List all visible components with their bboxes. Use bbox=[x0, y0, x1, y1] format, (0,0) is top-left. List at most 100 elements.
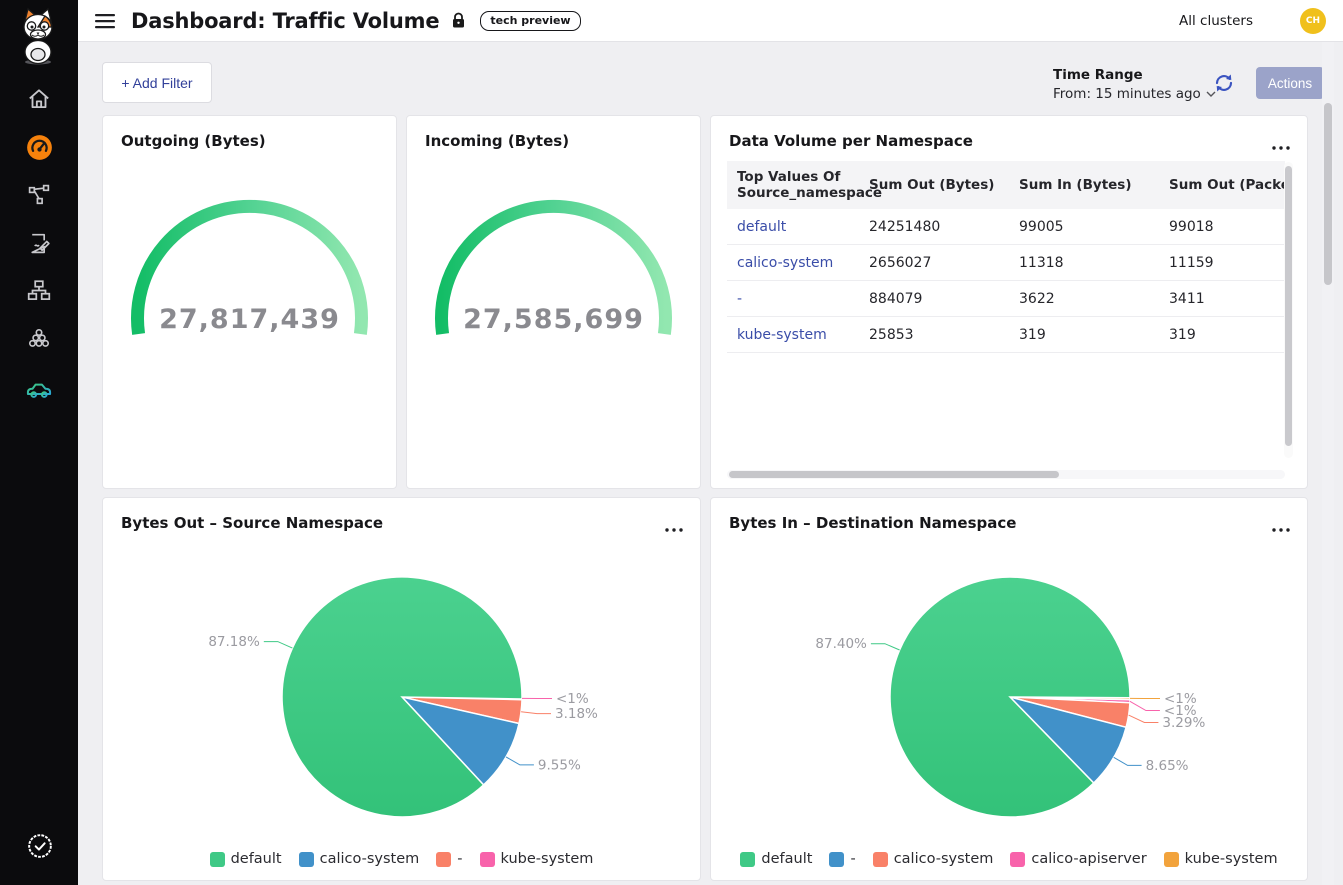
card-menu-icon[interactable] bbox=[664, 518, 684, 537]
pie-legend: default - calico-system calico-apiserver kub… bbox=[711, 851, 1307, 867]
pie-percentage-label: 87.18% bbox=[208, 634, 260, 650]
add-filter-button[interactable]: + Add Filter bbox=[102, 62, 212, 103]
pie-slice-default[interactable] bbox=[281, 576, 523, 818]
card-title: Outgoing (Bytes) bbox=[121, 132, 266, 150]
legend-item--[interactable]: - bbox=[436, 851, 463, 867]
column-header[interactable]: Top Values Of Source_namespace bbox=[727, 161, 882, 209]
sidebar-item-reports[interactable] bbox=[22, 230, 56, 256]
table-vscroll-thumb[interactable] bbox=[1285, 166, 1292, 446]
pie-chart-bytes-out: <1%3.18% 9.55% 87.18% bbox=[208, 576, 598, 818]
card-data-volume-table: Data Volume per Namespace Top Values Of … bbox=[710, 115, 1308, 489]
legend-item-calico-system[interactable]: calico-system bbox=[298, 851, 420, 867]
pie-slice-default[interactable] bbox=[889, 576, 1131, 818]
card-title: Data Volume per Namespace bbox=[729, 132, 973, 150]
top-header: Dashboard: Traffic Volume tech preview A… bbox=[78, 0, 1343, 42]
card-outgoing-bytes: Outgoing (Bytes) 27,817,439 bbox=[102, 115, 397, 489]
legend-label: calico-apiserver bbox=[1031, 851, 1147, 867]
legend-item-default[interactable]: default bbox=[740, 851, 812, 867]
table-cell: 99005 bbox=[1009, 209, 1159, 245]
pie-percentage-label: 87.40% bbox=[815, 636, 867, 652]
legend-item-calico-apiserver[interactable]: calico-apiserver bbox=[1010, 851, 1147, 867]
network-graph-icon bbox=[28, 184, 49, 204]
column-header[interactable]: Sum Out (Packets) bbox=[1159, 161, 1285, 209]
avatar[interactable]: CH bbox=[1300, 7, 1326, 34]
namespace-link[interactable]: kube-system bbox=[737, 326, 827, 343]
table-horizontal-scrollbar bbox=[727, 470, 1285, 479]
dashboard-gauge-icon bbox=[26, 134, 52, 160]
legend-swatch-icon bbox=[479, 851, 495, 867]
table-cell: 3622 bbox=[1009, 280, 1159, 317]
pie-percentage-label: <1% bbox=[1164, 703, 1197, 719]
sidebar-item-workloads[interactable] bbox=[22, 326, 56, 352]
column-header[interactable]: Sum In (Bytes) bbox=[1009, 161, 1159, 209]
pie-label-line bbox=[263, 641, 293, 649]
sidebar-item-service-graph[interactable] bbox=[22, 182, 56, 208]
pie-label-line bbox=[1128, 714, 1159, 723]
page-scrollbar bbox=[1322, 42, 1334, 885]
card-title: Bytes Out – Source Namespace bbox=[121, 514, 384, 532]
time-range: Time Range From: 15 minutes ago bbox=[1053, 67, 1216, 102]
legend-swatch-icon bbox=[1010, 851, 1026, 867]
legend-item-calico-system[interactable]: calico-system bbox=[872, 851, 993, 867]
sidebar-item-traffic[interactable] bbox=[22, 374, 56, 400]
legend-label: - bbox=[850, 851, 856, 867]
table-row: calico-system 2656027 11318 11159 bbox=[727, 244, 1285, 281]
car-icon bbox=[26, 383, 52, 398]
sitemap-icon bbox=[27, 280, 51, 300]
namespace-link[interactable]: calico-system bbox=[737, 254, 834, 271]
sidebar-item-dashboards-active[interactable] bbox=[22, 134, 56, 160]
card-title: Incoming (Bytes) bbox=[425, 132, 570, 150]
calico-cat-logo[interactable] bbox=[15, 6, 61, 70]
tech-preview-badge: tech preview bbox=[480, 10, 581, 31]
actions-button[interactable]: Actions bbox=[1256, 67, 1324, 99]
gauge-chart-outgoing: 27,817,439 bbox=[131, 199, 368, 335]
report-pencil-icon bbox=[30, 233, 50, 253]
table-row: default 24251480 99005 99018 bbox=[727, 209, 1285, 245]
pie-legend: default calico-system - kube-system bbox=[103, 851, 700, 867]
legend-item-kube-system[interactable]: kube-system bbox=[1163, 851, 1278, 867]
table-vertical-scrollbar bbox=[1284, 162, 1293, 458]
sidebar-item-compliance[interactable] bbox=[27, 833, 53, 863]
pie-percentage-label: <1% bbox=[1164, 691, 1197, 707]
lock-icon bbox=[451, 12, 466, 29]
legend-item-kube-system[interactable]: kube-system bbox=[479, 851, 594, 867]
table-cell: 25853 bbox=[859, 316, 1009, 353]
column-header[interactable]: Sum Out (Bytes) bbox=[859, 161, 1009, 209]
page-scrollbar-thumb[interactable] bbox=[1324, 103, 1332, 285]
pie-percentage-label: 9.55% bbox=[538, 757, 581, 773]
table-hscroll-thumb[interactable] bbox=[729, 471, 1059, 478]
hamburger-menu-icon[interactable] bbox=[95, 13, 115, 29]
pie-percentage-label: 3.29% bbox=[1162, 715, 1205, 731]
legend-label: default bbox=[761, 851, 813, 867]
chevron-down-icon bbox=[1206, 91, 1216, 97]
legend-swatch-icon bbox=[829, 851, 845, 867]
legend-swatch-icon bbox=[436, 851, 452, 867]
table-cell: 2656027 bbox=[859, 244, 1009, 281]
table-cell: 884079 bbox=[859, 280, 1009, 317]
gauge-chart-incoming: 27,585,699 bbox=[435, 199, 672, 335]
refresh-icon bbox=[1215, 74, 1233, 92]
table-row: - 884079 3622 3411 bbox=[727, 280, 1285, 317]
card-title: Bytes In – Destination Namespace bbox=[729, 514, 1017, 532]
sidebar-item-infrastructure[interactable] bbox=[22, 278, 56, 304]
legend-item-default[interactable]: default bbox=[209, 851, 282, 867]
legend-swatch-icon bbox=[872, 851, 888, 867]
pie-label-line bbox=[521, 711, 551, 715]
legend-swatch-icon bbox=[1163, 851, 1179, 867]
table-cell: 99018 bbox=[1159, 209, 1285, 245]
pie-label-line bbox=[1129, 700, 1160, 711]
cluster-selector[interactable]: All clusters bbox=[1179, 12, 1253, 29]
home-icon bbox=[29, 89, 49, 109]
card-menu-icon[interactable] bbox=[1271, 136, 1291, 155]
namespace-link[interactable]: - bbox=[737, 290, 743, 307]
legend-label: calico-system bbox=[319, 851, 420, 867]
namespace-link[interactable]: default bbox=[737, 218, 787, 235]
time-range-value[interactable]: From: 15 minutes ago bbox=[1053, 86, 1216, 102]
legend-label: kube-system bbox=[500, 851, 594, 867]
legend-label: kube-system bbox=[1184, 851, 1278, 867]
legend-item--[interactable]: - bbox=[829, 851, 856, 867]
card-menu-icon[interactable] bbox=[1271, 518, 1291, 537]
sidebar-item-home[interactable] bbox=[22, 86, 56, 112]
refresh-button[interactable] bbox=[1212, 71, 1236, 95]
table-header-row: Top Values Of Source_namespace Sum Out (B… bbox=[727, 161, 1285, 209]
